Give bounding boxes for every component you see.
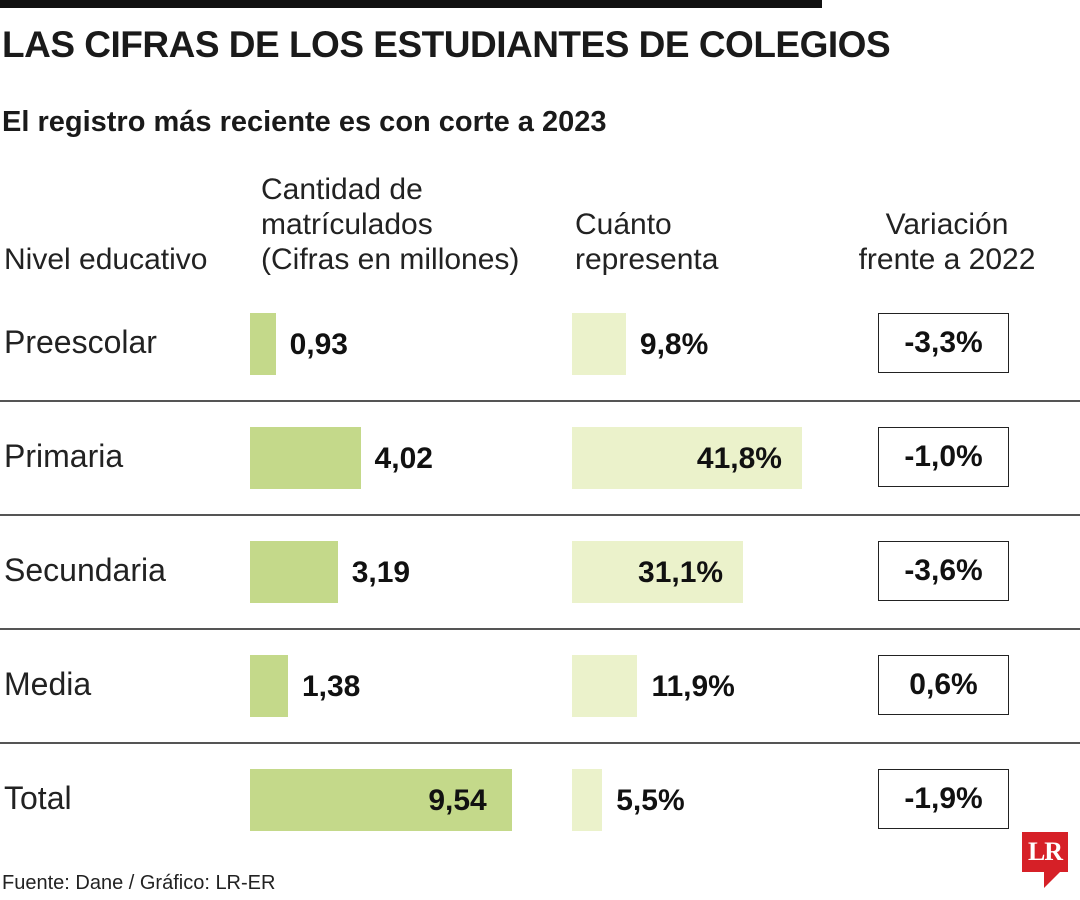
enrolled-value: 4,02 xyxy=(374,442,433,475)
enrolled-value: 0,93 xyxy=(289,328,348,361)
share-value: 5,5% xyxy=(616,784,685,817)
header-enrolled-line: (Cifras en millones) xyxy=(261,243,520,276)
enrolled-bar xyxy=(250,769,513,831)
table-row: Secundaria 3,19 31,1% -3,6% xyxy=(0,514,1080,628)
header-level: Nivel educativo xyxy=(4,242,207,277)
row-divider xyxy=(0,400,1080,402)
lr-logo-tail xyxy=(1044,872,1060,888)
header-level-line: Nivel educativo xyxy=(4,243,208,276)
share-value: 41,8% xyxy=(696,442,782,475)
table-row: Total 9,54 5,5% -1,9% xyxy=(0,742,1080,856)
header-share-line: representa xyxy=(575,243,719,276)
enrolled-bar xyxy=(250,427,361,489)
chart-title: LAS CIFRAS DE LOS ESTUDIANTES DE COLEGIO… xyxy=(2,24,891,65)
table-row: Media 1,38 11,9% 0,6% xyxy=(0,628,1080,742)
enrolled-value: 9,54 xyxy=(428,784,487,817)
enrolled-value: 1,38 xyxy=(301,670,361,703)
row-divider xyxy=(0,628,1080,630)
share-bar xyxy=(572,655,638,717)
share-bar xyxy=(572,541,744,603)
enrolled-bar xyxy=(250,313,276,375)
row-label: Preescolar xyxy=(4,324,157,360)
variation-box: -1,0% xyxy=(878,427,1009,487)
header-variation-line: Variación xyxy=(885,208,1009,241)
header-enrolled-line: Cantidad de xyxy=(261,173,423,206)
lr-logo: LR xyxy=(1022,832,1068,872)
row-label: Total xyxy=(4,780,72,816)
row-label: Secundaria xyxy=(4,552,166,588)
header-variation: Variación frente a 2022 xyxy=(852,207,1042,277)
header-share: Cuánto representa xyxy=(575,207,718,277)
row-divider xyxy=(0,514,1080,516)
share-value: 31,1% xyxy=(638,556,724,589)
header-variation-line: frente a 2022 xyxy=(858,243,1036,276)
share-value: 9,8% xyxy=(639,328,709,361)
header-share-line: Cuánto xyxy=(575,208,672,241)
share-bar xyxy=(572,313,626,375)
top-rule xyxy=(0,0,822,8)
chart-subtitle: El registro más reciente es con corte a … xyxy=(2,106,607,138)
variation-box: 0,6% xyxy=(878,655,1009,715)
row-label: Primaria xyxy=(4,438,124,474)
share-bar xyxy=(572,769,603,831)
share-value: 11,9% xyxy=(651,670,735,703)
table-row: Preescolar 0,93 9,8% -3,3% xyxy=(0,286,1080,400)
source-note: Fuente: Dane / Gráfico: LR-ER xyxy=(2,872,276,894)
enrolled-value: 3,19 xyxy=(351,556,411,589)
enrolled-bar xyxy=(250,541,338,603)
variation-box: -3,3% xyxy=(878,313,1009,373)
variation-box: -1,9% xyxy=(878,769,1009,829)
share-bar xyxy=(572,427,802,489)
header-enrolled: Cantidad de matrículados (Cifras en mill… xyxy=(261,172,519,277)
enrolled-bar xyxy=(250,655,288,717)
header-enrolled-line: matrículados xyxy=(261,208,433,241)
row-label: Media xyxy=(4,666,92,702)
row-divider xyxy=(0,742,1080,744)
variation-box: -3,6% xyxy=(878,541,1009,601)
table-row: Primaria 4,02 41,8% -1,0% xyxy=(0,400,1080,514)
